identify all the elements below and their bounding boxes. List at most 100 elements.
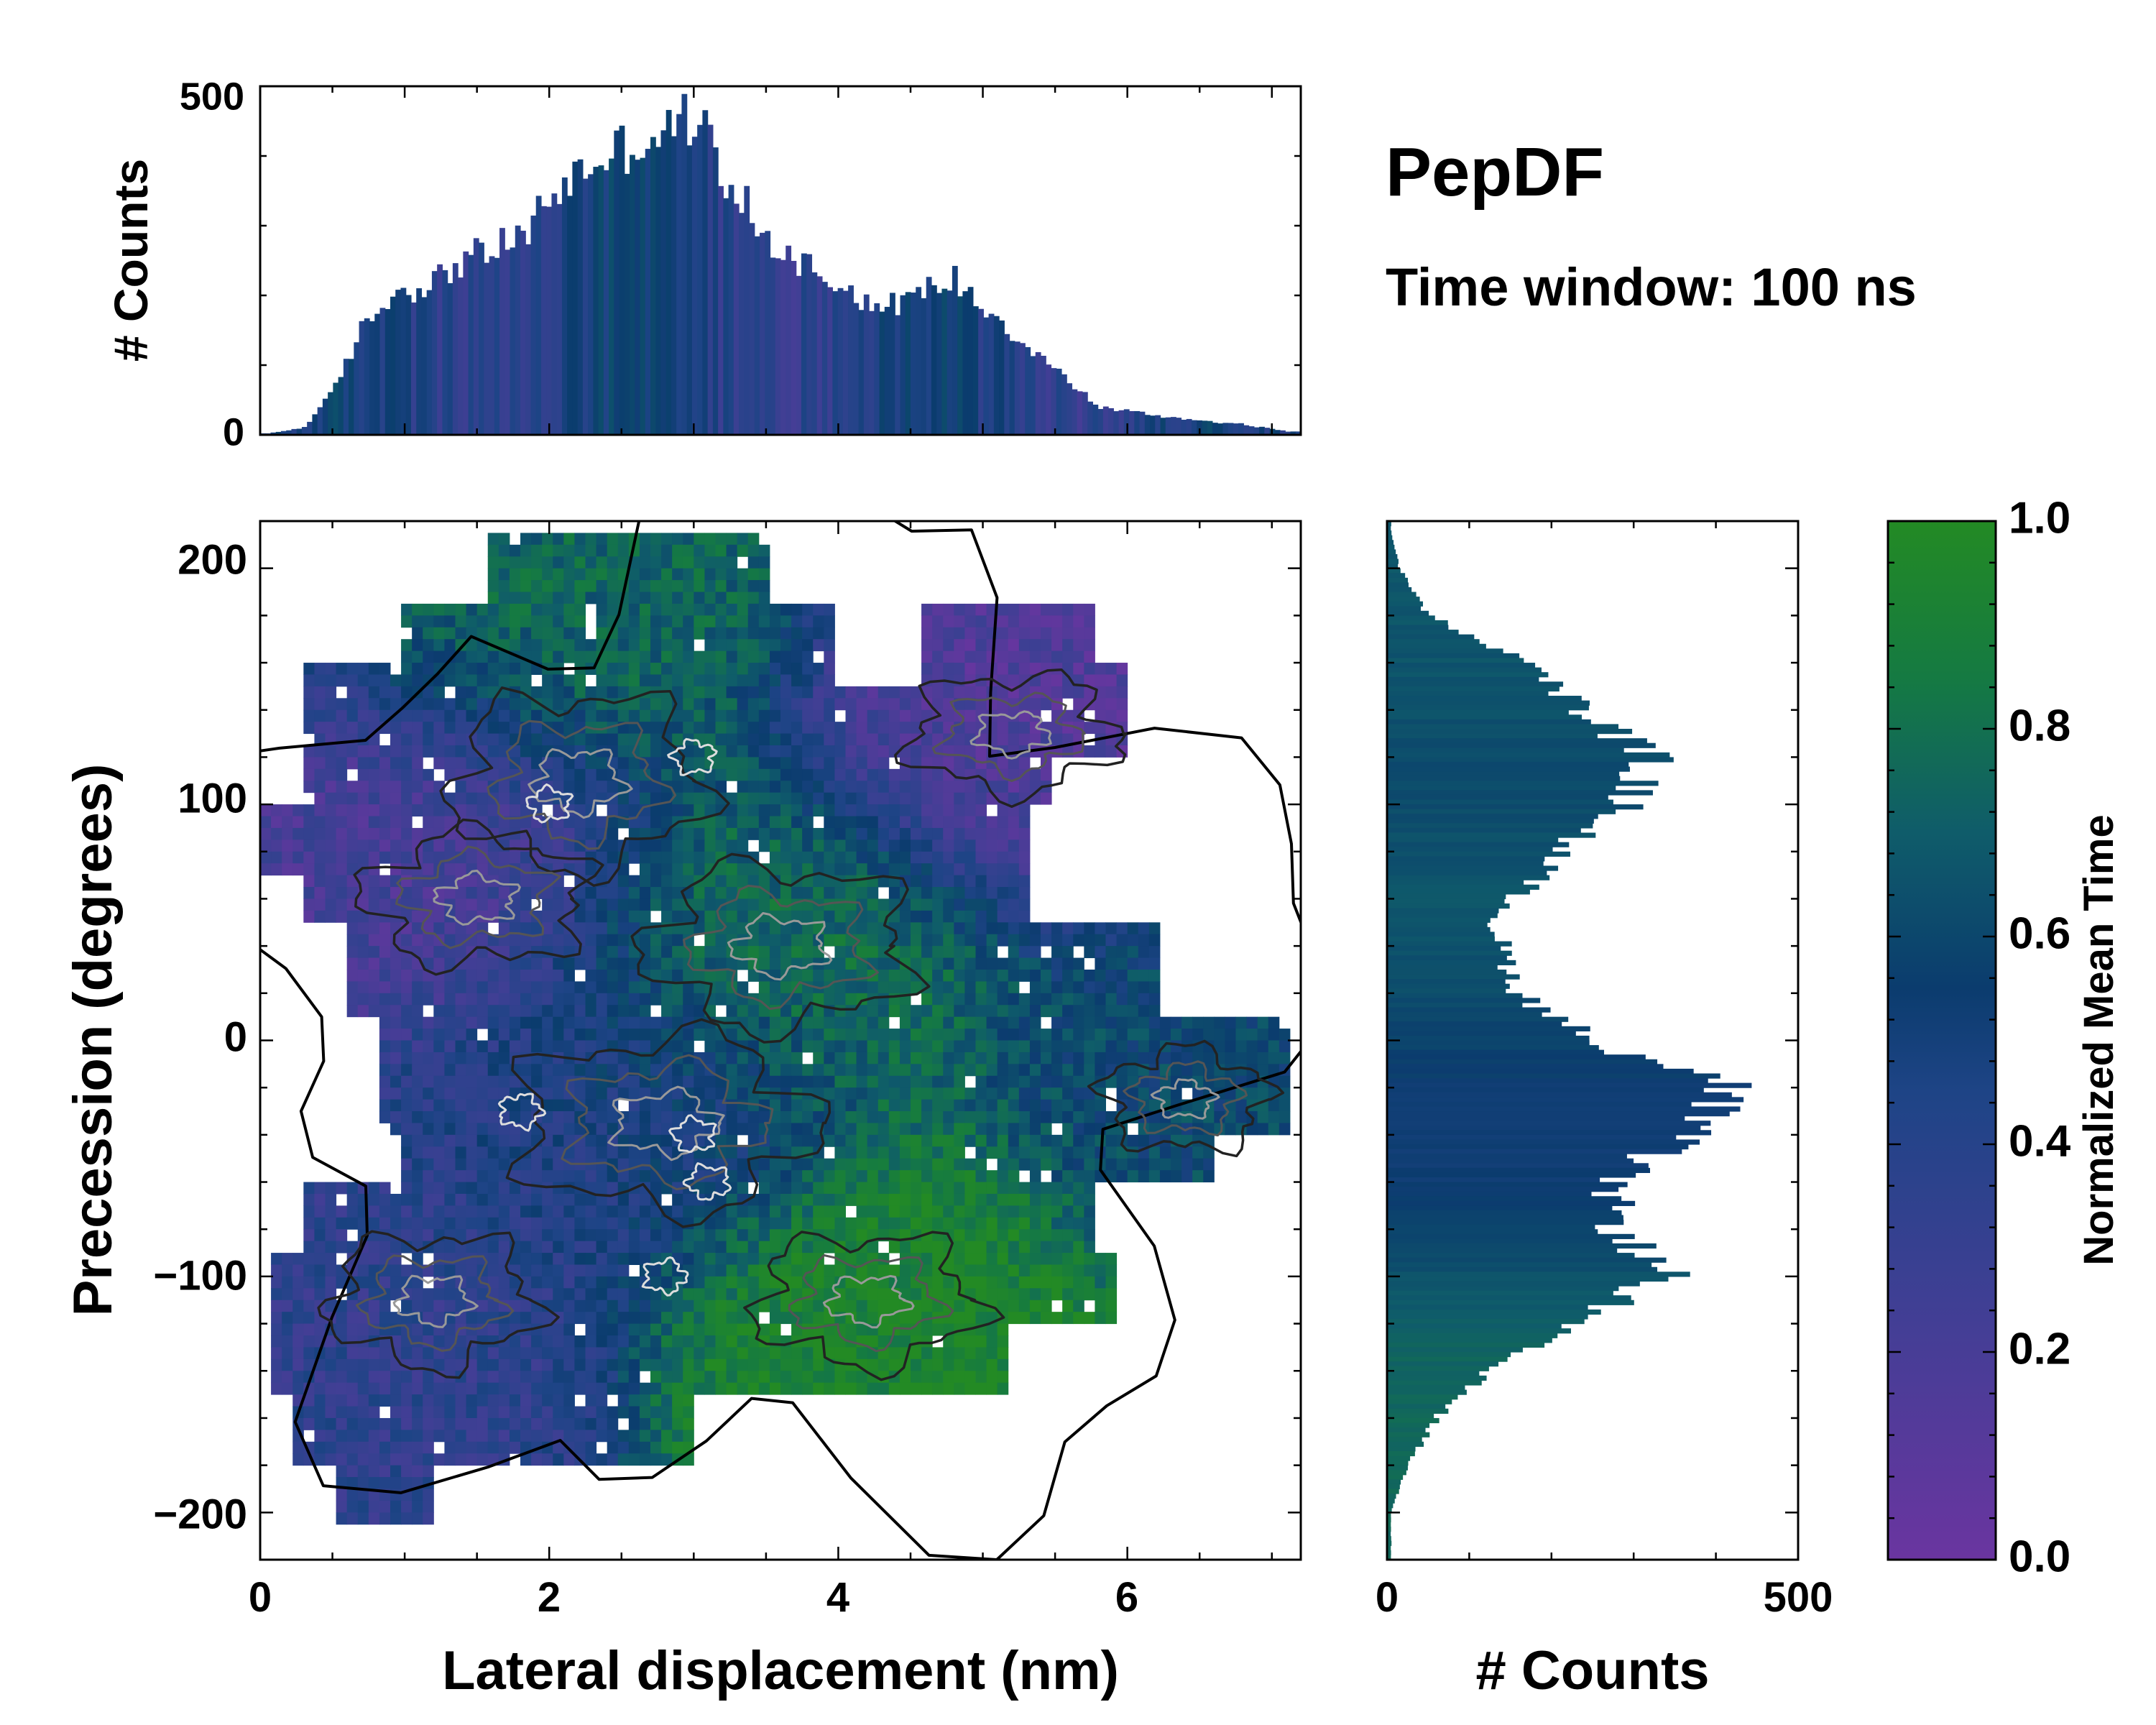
heatmap-cell — [423, 1193, 434, 1206]
heatmap-cell — [1073, 1217, 1084, 1230]
heatmap-cell — [444, 1111, 456, 1123]
heatmap-cell — [672, 1229, 683, 1242]
heatmap-cell — [943, 851, 954, 864]
top-histogram-ticks — [259, 85, 1301, 436]
heatmap-cell — [1018, 733, 1031, 746]
heatmap-cell — [921, 627, 933, 640]
heatmap-cell — [899, 969, 911, 982]
heatmap-cell — [683, 603, 694, 616]
heatmap-cell — [455, 863, 467, 876]
heatmap-cell — [325, 709, 337, 722]
heatmap-cell — [520, 934, 532, 947]
heatmap-cell — [509, 1253, 521, 1265]
heatmap-cell — [379, 934, 391, 947]
heatmap-cell — [1268, 1123, 1280, 1136]
heatmap-cell — [607, 957, 619, 970]
heatmap-cell — [802, 603, 814, 616]
heatmap-cell — [726, 768, 738, 781]
heatmap-cell — [531, 592, 543, 604]
heatmap-cell — [1225, 1029, 1236, 1041]
top-histogram-bar — [437, 264, 443, 435]
heatmap-cell — [596, 1134, 608, 1147]
heatmap-cell — [694, 1264, 705, 1277]
heatmap-cell — [997, 1170, 1009, 1183]
heatmap-cell — [704, 639, 716, 652]
heatmap-cell — [325, 1253, 337, 1265]
heatmap-cell — [986, 1347, 998, 1360]
heatmap-cell — [650, 674, 662, 687]
heatmap-cell — [911, 1300, 922, 1312]
heatmap-cell — [1008, 1111, 1020, 1123]
heatmap-cell — [509, 722, 521, 735]
heatmap-cell — [1041, 1264, 1052, 1277]
heatmap-cell — [639, 1052, 651, 1064]
top-histogram-bar — [1046, 364, 1052, 435]
heatmap-cell — [1062, 957, 1074, 970]
heatmap-cell — [791, 840, 803, 852]
heatmap-cell — [346, 1347, 359, 1360]
heatmap-cell — [455, 1158, 467, 1171]
heatmap-cell — [877, 1253, 890, 1265]
heatmap-cell — [661, 1099, 673, 1112]
heatmap-cell — [585, 969, 597, 982]
heatmap-cell — [303, 722, 315, 735]
heatmap-cell — [1018, 603, 1031, 616]
heatmap-cell — [433, 603, 445, 616]
heatmap-cell — [1029, 922, 1041, 935]
heatmap-cell — [433, 1016, 445, 1029]
heatmap-cell — [1148, 934, 1161, 947]
heatmap-cell — [1073, 1040, 1084, 1053]
heatmap-cell — [986, 1111, 998, 1123]
heatmap-cell — [553, 568, 564, 581]
heatmap-cell — [834, 1170, 846, 1183]
heatmap-cell — [303, 674, 315, 687]
heatmap-cell — [368, 1005, 380, 1018]
heatmap-cell — [747, 922, 760, 935]
heatmap-cell — [520, 1193, 532, 1206]
heatmap-cell — [943, 1111, 954, 1123]
heatmap-cell — [639, 627, 651, 640]
heatmap-cell — [737, 1099, 749, 1112]
heatmap-cell — [867, 1312, 879, 1325]
heatmap-cell — [921, 946, 933, 959]
heatmap-cell — [455, 946, 467, 959]
heatmap-cell — [769, 993, 781, 1006]
heatmap-cell — [455, 887, 467, 899]
heatmap-cell — [639, 1016, 651, 1029]
heatmap-cell — [1029, 1170, 1041, 1183]
heatmap-cell — [346, 840, 359, 852]
heatmap-cell — [1073, 934, 1084, 947]
heatmap-cell — [617, 898, 630, 911]
heatmap-cell — [997, 1075, 1009, 1088]
heatmap-cell — [1029, 934, 1041, 947]
heatmap-cell — [542, 1075, 553, 1088]
heatmap-cell — [1203, 1111, 1215, 1123]
heatmap-cell — [747, 781, 760, 794]
heatmap-cell — [303, 816, 315, 829]
heatmap-cell — [282, 840, 293, 852]
heatmap-cell — [628, 757, 640, 770]
heatmap-cell — [856, 1253, 868, 1265]
heatmap-cell — [542, 568, 553, 581]
heatmap-cell — [932, 1146, 944, 1159]
heatmap-cell — [379, 993, 391, 1006]
heatmap-cell — [650, 934, 662, 947]
heatmap-cell — [1181, 1170, 1193, 1183]
heatmap-cell — [834, 981, 846, 994]
heatmap-cell — [596, 1170, 608, 1183]
heatmap-cell — [1268, 1111, 1280, 1123]
heatmap-cell — [813, 1111, 824, 1123]
heatmap-cell — [520, 603, 532, 616]
heatmap-cell — [672, 1087, 683, 1100]
heatmap-cell — [1214, 1064, 1225, 1077]
heatmap-cell — [986, 1205, 998, 1218]
heatmap-cell — [694, 1182, 705, 1195]
heatmap-cell — [433, 1264, 445, 1277]
heatmap-cell — [617, 1193, 630, 1206]
heatmap-cell — [747, 568, 760, 581]
heatmap-cell — [726, 709, 738, 722]
heatmap-cell — [791, 745, 803, 758]
heatmap-cell — [1138, 1016, 1150, 1029]
heatmap-cell — [726, 1347, 738, 1360]
heatmap-cell — [444, 639, 456, 652]
